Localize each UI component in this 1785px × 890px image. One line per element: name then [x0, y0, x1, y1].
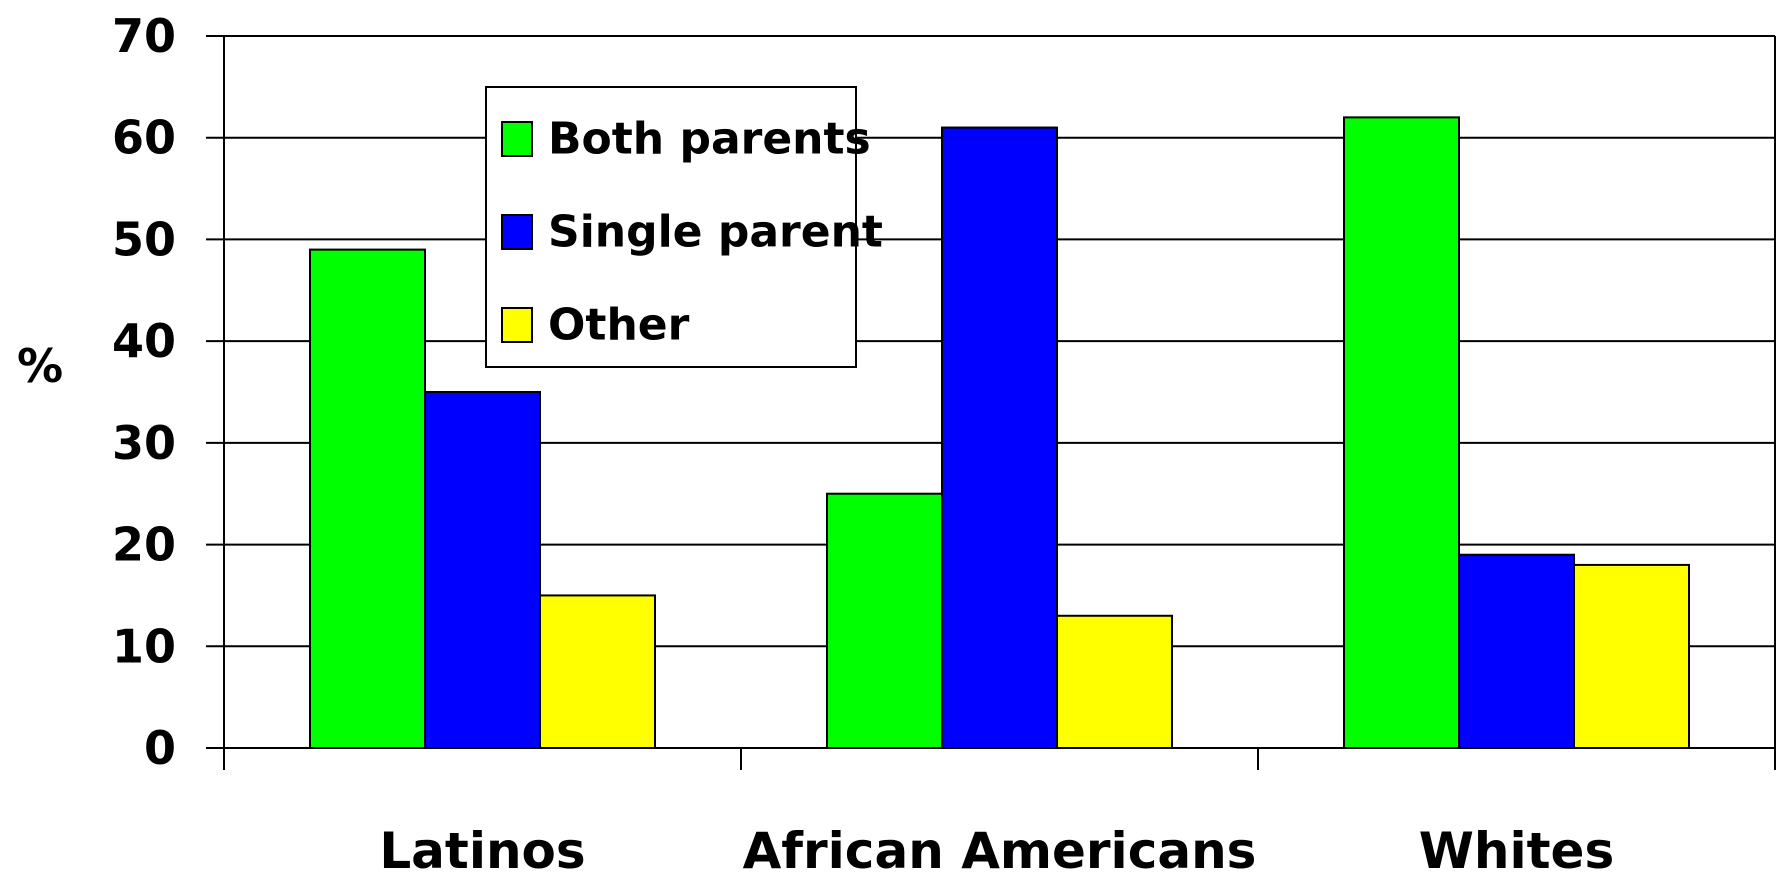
- bar-single-parent-african-americans: [941, 126, 1058, 750]
- bar-both-parents-latinos: [309, 248, 426, 749]
- legend-swatch-single-parent: [501, 214, 533, 250]
- y-tick-label: 0: [144, 721, 176, 775]
- y-tick-label: 40: [112, 314, 176, 368]
- legend-label-both-parents: Both parents: [548, 114, 871, 165]
- bar-both-parents-african-americans: [826, 492, 943, 750]
- y-tick-label: 60: [112, 111, 176, 165]
- y-tick-label: 30: [112, 416, 176, 470]
- legend: Both parents Single parent Other: [485, 86, 883, 368]
- legend-label-other: Other: [548, 300, 690, 351]
- x-category-label: Latinos: [379, 822, 585, 880]
- y-tick-label: 50: [112, 212, 176, 266]
- bar-single-parent-whites: [1458, 553, 1575, 749]
- legend-box: [485, 86, 857, 368]
- legend-label-single-parent: Single parent: [548, 207, 883, 258]
- axis-layer: 0 10 20 30 40 50 60 70% Latinos African Americans…: [17, 9, 1776, 880]
- bar-both-parents-whites: [1343, 116, 1460, 750]
- bar-other-whites: [1573, 563, 1690, 750]
- legend-swatch-other: [501, 307, 533, 343]
- legend-swatch-both-parents: [501, 121, 533, 157]
- bar-other-african-americans: [1056, 614, 1173, 749]
- y-axis-label: %: [17, 339, 63, 393]
- x-category-label: African Americans: [743, 822, 1257, 880]
- bar-other-latinos: [539, 594, 656, 750]
- bar-single-parent-latinos: [424, 391, 541, 749]
- y-tick-label: 10: [112, 619, 176, 673]
- y-tick-label: 70: [112, 9, 176, 63]
- bars-layer: [309, 116, 1690, 750]
- x-category-label: Whites: [1419, 822, 1614, 880]
- y-tick-label: 20: [112, 518, 176, 572]
